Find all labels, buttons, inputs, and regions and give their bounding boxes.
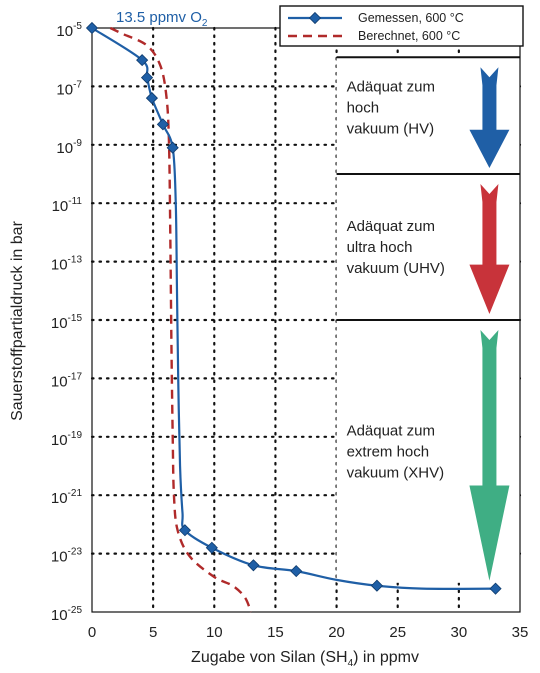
y-tick-exponent: -19 xyxy=(68,430,83,441)
x-tick-label: 30 xyxy=(451,624,468,641)
zone-label: Adäquat zum xyxy=(347,422,435,439)
measured-marker xyxy=(156,118,169,131)
series xyxy=(85,21,502,613)
y-tick-exponent: -13 xyxy=(68,255,83,266)
zone-label: hoch xyxy=(347,100,380,117)
y-tick-label: 10-21 xyxy=(51,488,83,507)
y-tick-base: 10 xyxy=(51,257,68,274)
x-tick-label: 10 xyxy=(206,624,223,641)
y-tick-base: 10 xyxy=(51,432,68,449)
x-axis-title-main: Zugabe von Silan (SH xyxy=(191,649,348,666)
y-tick-base: 10 xyxy=(51,490,68,507)
zone-label: ultra hoch xyxy=(347,239,413,256)
measured-marker xyxy=(166,141,179,154)
measured-marker xyxy=(370,579,383,592)
measured-marker xyxy=(489,582,502,595)
y-tick-exponent: -15 xyxy=(68,313,83,324)
y-tick-label: 10-11 xyxy=(52,196,83,215)
y-tick-base: 10 xyxy=(56,81,73,98)
y-tick-exponent: -23 xyxy=(68,547,83,558)
y-tick-base: 10 xyxy=(51,315,68,332)
o2-annotation-main: 13.5 ppmv O xyxy=(116,9,202,26)
measured-marker xyxy=(85,21,99,35)
x-axis-title-tail: ) in ppmv xyxy=(353,649,419,666)
legend-measured-marker xyxy=(308,11,322,25)
y-tick-label: 10-7 xyxy=(56,79,82,98)
y-tick-label: 10-5 xyxy=(56,21,82,40)
zone-label: Adäquat zum xyxy=(347,218,435,235)
measured-marker xyxy=(145,92,158,105)
y-tick-exponent: -25 xyxy=(68,605,83,616)
y-tick-label: 10-15 xyxy=(51,313,83,332)
legend-box xyxy=(279,5,524,47)
y-tick-label: 10-19 xyxy=(51,430,83,449)
zone-label: vakuum (UHV) xyxy=(347,260,445,277)
y-tick-exponent: -7 xyxy=(73,79,82,90)
y-tick-base: 10 xyxy=(51,373,68,390)
y-tick-base: 10 xyxy=(52,198,69,215)
measured-marker xyxy=(290,565,303,578)
measured-marker xyxy=(136,54,149,67)
y-tick-base: 10 xyxy=(56,140,73,157)
x-axis-title: Zugabe von Silan (SH4) in ppmv xyxy=(191,649,419,669)
x-tick-label: 20 xyxy=(328,624,345,641)
y-tick-exponent: -9 xyxy=(73,138,82,149)
x-tick-label: 5 xyxy=(149,624,157,641)
y-tick-exponent: -21 xyxy=(68,488,83,499)
y-tick-base: 10 xyxy=(51,549,68,566)
measured-marker xyxy=(247,559,260,572)
zone-arrow xyxy=(469,67,510,168)
axes: 0 5 10 15 20 25 30 3510-510-710-910-1110-1310-1… xyxy=(51,21,528,641)
x-tick-label: 15 xyxy=(267,624,284,641)
y-tick-label: 10-23 xyxy=(51,547,83,566)
o2-annotation-sub: 2 xyxy=(202,18,208,29)
y-tick-exponent: -11 xyxy=(68,196,82,207)
legend-calculated-label: Berechnet, 600 °C xyxy=(358,29,460,43)
legend-measured-label: Gemessen, 600 °C xyxy=(358,11,464,25)
measured-marker xyxy=(140,71,154,84)
zone-label: vakuum (XHV) xyxy=(347,464,445,481)
o2-annotation: 13.5 ppmv O2 xyxy=(116,9,208,29)
y-tick-label: 10-13 xyxy=(51,255,83,274)
legend: Gemessen, 600 °C Berechnet, 600 °C xyxy=(279,5,524,47)
x-axis-title-sub: 4 xyxy=(348,658,354,669)
y-tick-base: 10 xyxy=(56,23,73,40)
x-tick-label: 35 xyxy=(512,624,529,641)
zone-label: extrem hoch xyxy=(347,443,430,460)
y-tick-base: 10 xyxy=(51,607,68,624)
zone-label: Adäquat zum xyxy=(347,79,435,96)
zone-arrow xyxy=(469,330,510,581)
measured-marker xyxy=(205,541,218,554)
zone-label: vakuum (HV) xyxy=(347,121,435,138)
y-tick-label: 10-25 xyxy=(51,605,83,624)
zone-arrow xyxy=(469,184,510,314)
y-tick-exponent: -5 xyxy=(73,21,82,32)
x-tick-label: 0 xyxy=(88,624,96,641)
x-tick-label: 25 xyxy=(389,624,406,641)
y-tick-exponent: -17 xyxy=(68,371,83,382)
y-axis-title: Sauerstoffpartialdruck in bar xyxy=(9,220,26,420)
y-tick-label: 10-9 xyxy=(56,138,82,157)
vacuum-zones: Adäquat zum hoch vakuum (HV) Adäquat zum ult… xyxy=(336,56,520,583)
measured-marker xyxy=(178,524,192,537)
y-tick-label: 10-17 xyxy=(51,371,83,390)
